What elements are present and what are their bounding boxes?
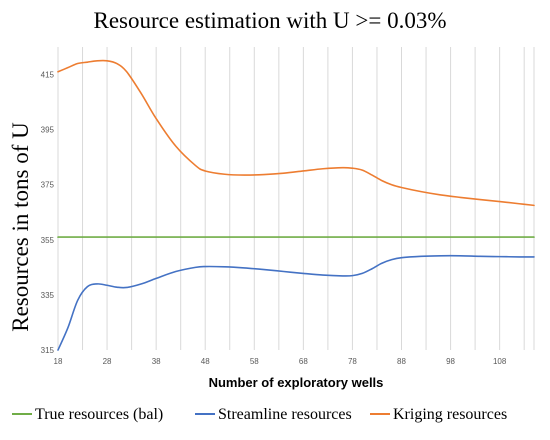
x-tick-label: 68 bbox=[299, 357, 308, 366]
x-axis: 18 28 38 48 58 68 78 88 98 108 bbox=[54, 357, 507, 366]
x-tick-label: 28 bbox=[103, 357, 112, 366]
grid bbox=[57, 47, 535, 350]
x-tick-label: 98 bbox=[446, 357, 455, 366]
y-tick-label: 375 bbox=[41, 181, 55, 190]
x-axis-label: Number of exploratory wells bbox=[209, 375, 384, 390]
legend-true-resources: True resources (bal) bbox=[12, 406, 163, 423]
legend-label: Kriging resources bbox=[393, 406, 507, 423]
x-tick-label: 108 bbox=[493, 357, 507, 366]
x-tick-label: 78 bbox=[348, 357, 357, 366]
chart-title: Resource estimation with U >= 0.03% bbox=[94, 8, 447, 33]
legend-label: True resources (bal) bbox=[35, 406, 163, 423]
x-tick-label: 88 bbox=[397, 357, 406, 366]
series-streamline-resources bbox=[57, 254, 535, 351]
x-tick-label: 48 bbox=[201, 357, 210, 366]
y-tick-label: 395 bbox=[41, 126, 55, 135]
y-axis: 315 335 355 375 395 415 bbox=[41, 71, 55, 355]
x-tick-label: 58 bbox=[250, 357, 259, 366]
y-axis-label: Resources in tons of U bbox=[8, 122, 33, 332]
legend: True resources (bal) Streamline resources… bbox=[12, 406, 507, 423]
legend-streamline-resources: Streamline resources bbox=[195, 406, 352, 423]
y-tick-label: 355 bbox=[41, 236, 55, 245]
legend-kriging-resources: Kriging resources bbox=[370, 406, 507, 423]
y-tick-label: 335 bbox=[41, 291, 55, 300]
x-tick-label: 18 bbox=[54, 357, 63, 366]
y-tick-label: 415 bbox=[41, 71, 55, 80]
plot-area bbox=[57, 59, 535, 351]
series-kriging-resources bbox=[57, 59, 535, 207]
x-tick-label: 38 bbox=[152, 357, 161, 366]
legend-label: Streamline resources bbox=[218, 406, 352, 423]
y-tick-label: 315 bbox=[41, 346, 55, 355]
